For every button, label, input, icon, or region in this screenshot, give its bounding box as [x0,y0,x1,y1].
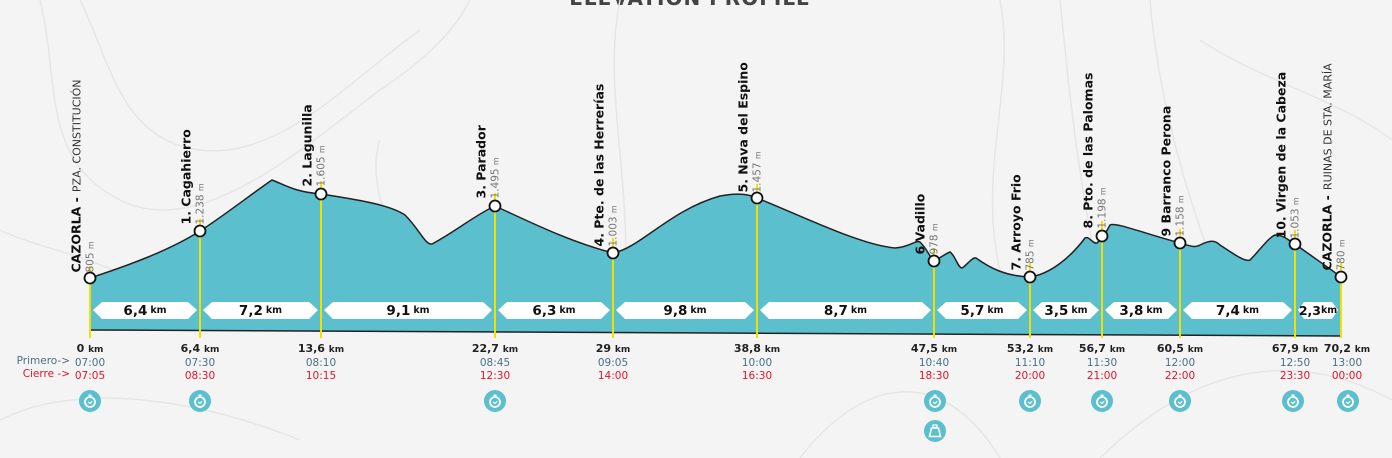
checkpoint-info: 53,2 km 11:10 20:00 [1006,342,1054,382]
checkpoint-info: 6,4 km 07:30 08:30 [180,342,220,382]
checkpoint-info: 60,5 km 12:00 22:00 [1156,342,1204,382]
checkpoint-label-2: 2. Lagunilla 1.605 m [299,104,328,187]
checkpoint-info: 70,2 km 13:00 00:00 [1323,342,1371,382]
checkpoint-markers [83,187,1348,285]
timer-icon [1019,390,1041,412]
segment-label: 9,1 km [386,302,430,319]
checkpoint-info: 38,8 km 10:00 16:30 [733,342,781,382]
checkpoint-info: 67,9 km 12:50 23:30 [1271,342,1319,382]
checkpoint-label-8: 8. Pto. de las Palomas 1.198 m [1080,72,1109,229]
timer-icon [484,390,506,412]
timer-icon [1091,390,1113,412]
segment-label: 3,8 km [1119,302,1163,319]
checkpoint-label-1: 1. Cagahierro 1.238 m [178,129,207,225]
timer-icon [189,390,211,412]
checkpoint-label-start: CAZORLA - PZA. CONSTITUCIÓN 805 m [68,79,97,273]
checkpoint-info: 0 km 07:00 07:05 [74,342,106,382]
drop-bag-icon [924,420,946,442]
timer-icon [1169,390,1191,412]
checkpoint-label-4: 4. Pte. de las Herrerías 1.003 m [591,83,620,247]
segment-label: 5,7 km [960,302,1004,319]
segment-label: 9,8 km [663,302,707,319]
segment-label: 3,5 km [1044,302,1088,319]
checkpoint-info: 13,6 km 08:10 10:15 [297,342,345,382]
segment-label: 6,4 km [123,302,167,319]
segment-shapes [93,302,1338,319]
segment-label: 8,7 km [823,302,868,319]
chart-title: ELEVATION PROFILE [520,0,860,10]
timer-icon [79,390,101,412]
checkpoint-info: 29 km 09:05 14:00 [595,342,631,382]
segment-label: 2,3 km [1298,303,1338,318]
segment-label: 7,4 km [1215,302,1260,319]
timer-icon [924,390,946,412]
timer-icon [1282,390,1304,412]
checkpoint-info: 56,7 km 11:30 21:00 [1078,342,1126,382]
checkpoint-label-5: 5. Nava del Espino 1.457 m [735,62,764,193]
checkpoint-info: 47,5 km 10:40 18:30 [910,342,958,382]
first-runner-legend: Primero-> [16,355,70,367]
checkpoint-label-finish: CAZORLA - RUINAS DE STA. MARÍA 780 m [1319,63,1348,271]
checkpoint-label-9: 9 Barranco Perona 1.158 m [1158,105,1187,237]
checkpoint-label-3: 3. Parador 1.495 m [473,125,502,199]
checkpoint-label-10: 10. Virgen de la Cabeza 1.053 m [1273,71,1302,239]
checkpoint-label-6: 6 Vadillo 978 m [912,193,941,255]
baseline [89,329,1342,337]
checkpoint-label-7: 7. Arroyo Frio 785 m [1008,174,1037,271]
checkpoint-info: 22,7 km 08:45 12:30 [471,342,519,382]
elevation-area [90,180,1341,336]
segment-label: 6,3 km [532,302,576,319]
segment-label: 7,2 km [238,302,283,319]
cutoff-legend: Cierre -> [22,368,70,380]
timer-icon [1337,390,1359,412]
